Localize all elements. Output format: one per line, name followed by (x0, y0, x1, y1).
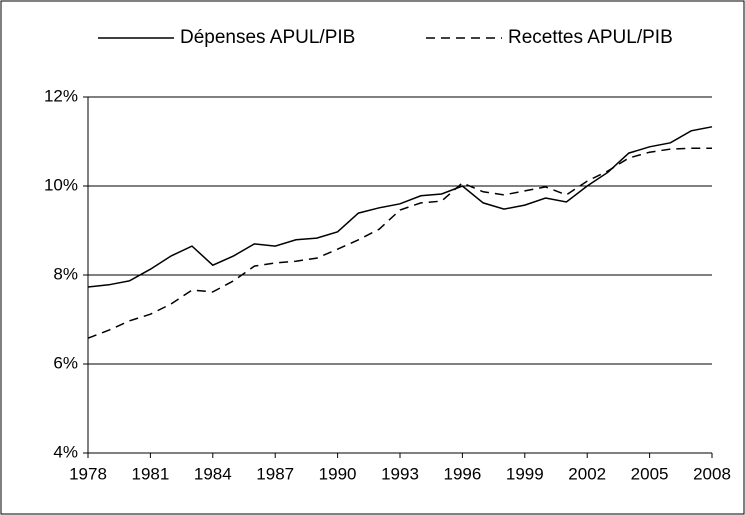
x-tick-label: 2002 (568, 464, 606, 483)
x-tick-label: 1978 (69, 464, 107, 483)
x-tick-label: 1981 (131, 464, 169, 483)
y-tick-label: 10% (44, 175, 78, 194)
y-tick-label: 12% (44, 86, 78, 105)
y-tick-label: 4% (53, 442, 78, 461)
x-tick-label: 1996 (443, 464, 481, 483)
x-tick-label: 2008 (693, 464, 731, 483)
legend-label: Dépenses APUL/PIB (180, 27, 355, 48)
x-tick-label: 1993 (381, 464, 419, 483)
x-tick-label: 1987 (256, 464, 294, 483)
x-tick-label: 1999 (506, 464, 544, 483)
x-tick-label: 2005 (631, 464, 669, 483)
series-line (87, 147, 712, 339)
legend-label: Recettes APUL/PIB (508, 27, 673, 48)
y-tick-label: 6% (53, 353, 78, 372)
y-tick-label: 8% (53, 264, 78, 283)
series-line (87, 126, 713, 288)
x-tick-label: 1990 (319, 464, 357, 483)
x-tick-label: 1984 (194, 464, 232, 483)
